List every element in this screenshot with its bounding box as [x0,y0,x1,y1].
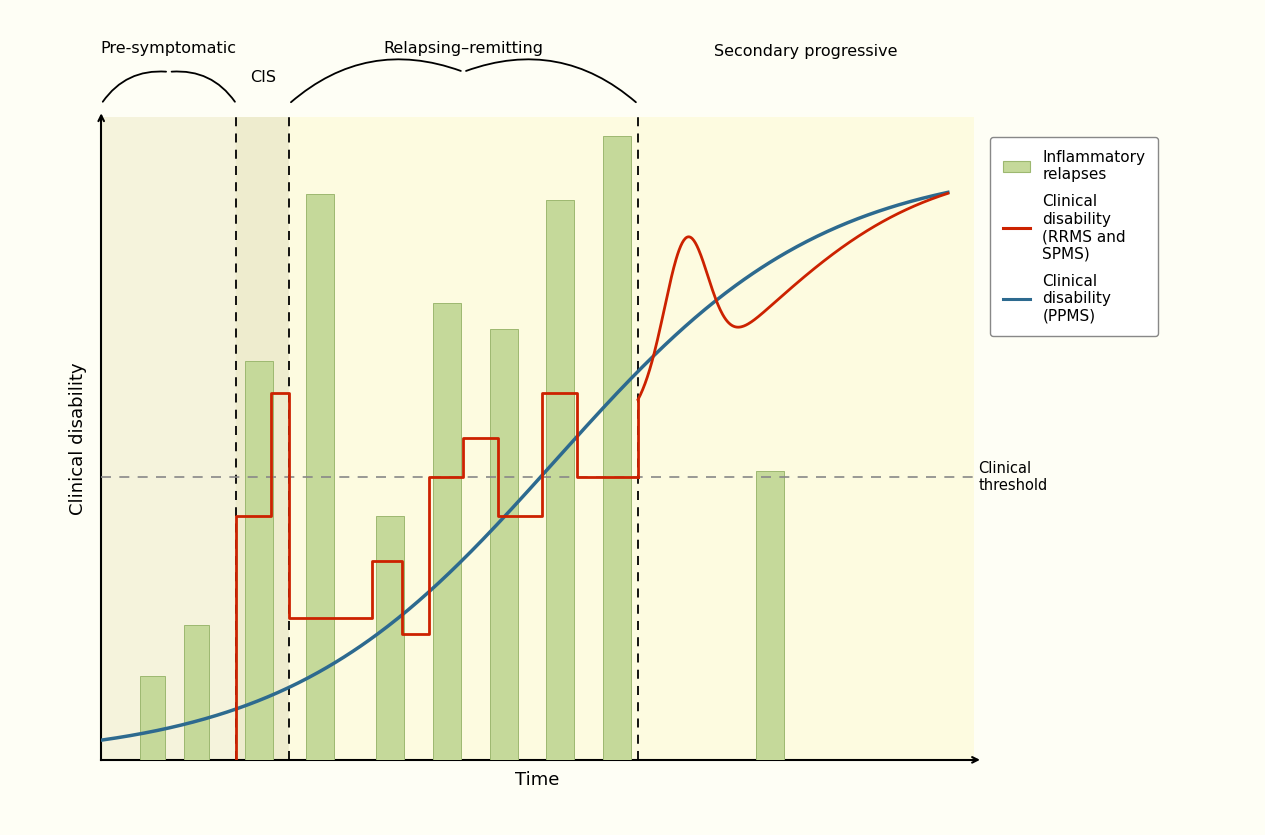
Bar [546,200,574,760]
Text: Secondary progressive: Secondary progressive [715,44,898,59]
Bar [101,117,237,760]
Text: Clinical
threshold: Clinical threshold [978,461,1047,493]
Y-axis label: Clinical disability: Clinical disability [70,362,87,514]
Bar [490,329,517,760]
Bar [376,515,404,760]
X-axis label: Time: Time [515,771,560,789]
Text: Relapsing–remitting: Relapsing–remitting [383,41,544,56]
Bar [433,303,460,760]
Bar [237,117,288,760]
Bar [306,194,334,760]
Bar [638,117,974,760]
Bar [603,136,631,760]
Bar [756,471,784,760]
Bar [245,362,273,760]
Legend: Inflammatory
relapses, Clinical
disability
(RRMS and
SPMS), Clinical
disability
: Inflammatory relapses, Clinical disabili… [990,138,1157,336]
Bar [288,117,638,760]
Text: CIS: CIS [249,70,276,84]
Bar [140,676,164,760]
Bar [185,625,209,760]
Text: Pre-symptomatic: Pre-symptomatic [101,41,237,56]
